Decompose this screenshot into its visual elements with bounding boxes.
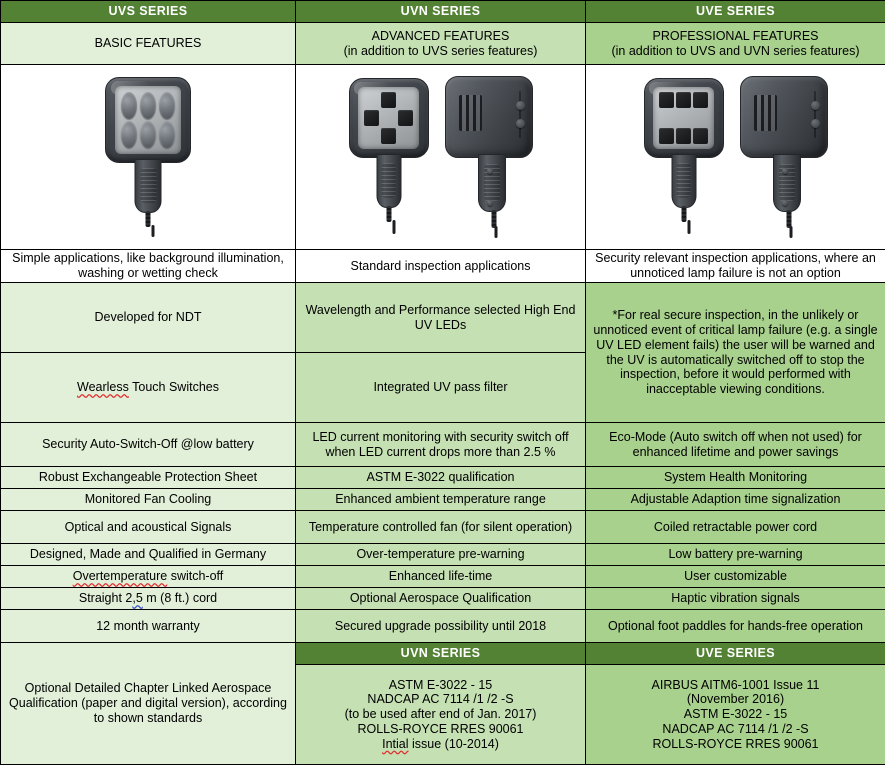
feature-uvn-2: Integrated UV pass filter: [296, 353, 586, 423]
table-subtitle-row: BASIC FEATURES ADVANCED FEATURES (in add…: [1, 23, 885, 65]
subtitle-uvs: BASIC FEATURES: [1, 23, 296, 65]
feature-row-7: Designed, Made and Qualified in Germany …: [1, 544, 885, 566]
subtitle-uvs-line1: BASIC FEATURES: [5, 36, 291, 51]
feature-uvs-8-rest: switch-off: [167, 569, 223, 583]
feature-uvs-2: Wearless Touch Switches: [1, 353, 296, 423]
product-image-cell-uvs: [1, 65, 296, 250]
subtitle-uvn: ADVANCED FEATURES (in addition to UVS se…: [296, 23, 586, 65]
feature-uvs-7: Designed, Made and Qualified in Germany: [1, 544, 296, 566]
comparison-table-sheet: UVS SERIES UVN SERIES UVE SERIES BASIC F…: [0, 0, 885, 747]
feature-uvs-3: Security Auto-Switch-Off @low battery: [1, 423, 296, 467]
feature-uvs-4: Robust Exchangeable Protection Sheet: [1, 467, 296, 489]
feature-row-3: Security Auto-Switch-Off @low battery LE…: [1, 423, 885, 467]
qualification-subheader-uve: UVE SERIES: [586, 643, 885, 665]
grammar-error-decimal: ,5: [132, 591, 142, 605]
feature-uve-8: Optional foot paddles for hands-free ope…: [586, 610, 885, 643]
product-image-row: [1, 65, 885, 250]
feature-uvn-10: Secured upgrade possibility until 2018: [296, 610, 586, 643]
feature-uve-3: Adjustable Adaption time signalization: [586, 489, 885, 511]
feature-uvn-3: LED current monitoring with security swi…: [296, 423, 586, 467]
feature-uve-5: Low battery pre-warning: [586, 544, 885, 566]
feature-uvn-8: Enhanced life-time: [296, 566, 586, 588]
qualification-uve-line-5: ROLLS-ROYCE RRES 90061: [590, 737, 881, 752]
uvs-lamp-icon: [105, 77, 191, 237]
qualification-uvn-line-3: (to be used after end of Jan. 2017): [300, 707, 581, 722]
feature-uvn-5: Enhanced ambient temperature range: [296, 489, 586, 511]
feature-uve-6: User customizable: [586, 566, 885, 588]
qualification-uve-line-3: ASTM E-3022 - 15: [590, 707, 881, 722]
feature-uvs-8: Overtemperature switch-off: [1, 566, 296, 588]
feature-row-1: Developed for NDT Wavelength and Perform…: [1, 283, 885, 353]
qualification-subheader-uvn: UVN SERIES: [296, 643, 586, 665]
qualification-uvn-line-4: ROLLS-ROYCE RRES 90061: [300, 722, 581, 737]
feature-uvs-9-pre: Straight 2: [79, 591, 133, 605]
feature-uvs-2-rest: Touch Switches: [129, 380, 219, 394]
uvn-lamp-art: [300, 66, 581, 248]
qualification-uvn-list: ASTM E-3022 - 15 NADCAP AC 7114 /1 /2 -S…: [296, 665, 586, 765]
header-uve-series: UVE SERIES: [586, 1, 885, 23]
qualification-uvn-line-5: Intial issue (10-2014): [300, 737, 581, 752]
table-header-row: UVS SERIES UVN SERIES UVE SERIES: [1, 1, 885, 23]
spell-error-wearless: Wearless: [77, 380, 129, 394]
caption-uve: Security relevant inspection application…: [586, 250, 885, 283]
product-image-cell-uvn: [296, 65, 586, 250]
qualification-uvn-line-5-rest: issue (10-2014): [409, 737, 499, 751]
feature-uvs-9-rest: m (8 ft.) cord: [143, 591, 217, 605]
feature-uvn-4: ASTM E-3022 qualification: [296, 467, 586, 489]
product-image-cell-uve: [586, 65, 885, 250]
feature-uve-2: System Health Monitoring: [586, 467, 885, 489]
feature-row-6: Optical and acoustical Signals Temperatu…: [1, 511, 885, 544]
uve-lamp-art: [590, 66, 881, 248]
qualification-uve-line-4: NADCAP AC 7114 /1 /2 -S: [590, 722, 881, 737]
caption-uvs: Simple applications, like background ill…: [1, 250, 296, 283]
feature-uvs-9: Straight 2,5 m (8 ft.) cord: [1, 588, 296, 610]
spell-error-intial: Intial: [382, 737, 408, 751]
qualification-uvn-line-2: NADCAP AC 7114 /1 /2 -S: [300, 692, 581, 707]
feature-uvn-1: Wavelength and Performance selected High…: [296, 283, 586, 353]
feature-uvs-10: 12 month warranty: [1, 610, 296, 643]
feature-uvn-6: Temperature controlled fan (for silent o…: [296, 511, 586, 544]
uvn-lamp-front-icon: [349, 78, 429, 236]
spell-error-overtemperature: Overtemperature: [73, 569, 167, 583]
feature-row-9: Straight 2,5 m (8 ft.) cord Optional Aer…: [1, 588, 885, 610]
header-uvn-series: UVN SERIES: [296, 1, 586, 23]
uvn-lamp-back-icon: [445, 76, 533, 238]
feature-row-10: 12 month warranty Secured upgrade possib…: [1, 610, 885, 643]
feature-uve-4: Coiled retractable power cord: [586, 511, 885, 544]
feature-row-8: Overtemperature switch-off Enhanced life…: [1, 566, 885, 588]
feature-uvs-6: Optical and acoustical Signals: [1, 511, 296, 544]
product-caption-row: Simple applications, like background ill…: [1, 250, 885, 283]
uve-lamp-front-icon: [644, 78, 724, 236]
feature-uvn-9: Optional Aerospace Qualification: [296, 588, 586, 610]
qualification-uvs-text: Optional Detailed Chapter Linked Aerospa…: [1, 643, 296, 765]
uve-security-note: *For real secure inspection, in the unli…: [586, 283, 885, 423]
caption-uvn: Standard inspection applications: [296, 250, 586, 283]
qualification-uve-line-2: (November 2016): [590, 692, 881, 707]
uve-lamp-back-icon: [740, 76, 828, 238]
header-uvs-series: UVS SERIES: [1, 1, 296, 23]
uvs-lamp-art: [5, 66, 291, 248]
feature-row-5: Monitored Fan Cooling Enhanced ambient t…: [1, 489, 885, 511]
subtitle-uve-line1: PROFESSIONAL FEATURES: [590, 29, 881, 44]
qualification-subheader-row: Optional Detailed Chapter Linked Aerospa…: [1, 643, 885, 665]
feature-uvs-1: Developed for NDT: [1, 283, 296, 353]
subtitle-uve-line2: (in addition to UVS and UVN series featu…: [590, 44, 881, 59]
qualification-uve-list: AIRBUS AITM6-1001 Issue 11 (November 201…: [586, 665, 885, 765]
subtitle-uvn-line2: (in addition to UVS series features): [300, 44, 581, 59]
feature-row-4: Robust Exchangeable Protection Sheet AST…: [1, 467, 885, 489]
feature-uvs-5: Monitored Fan Cooling: [1, 489, 296, 511]
qualification-uvn-line-1: ASTM E-3022 - 15: [300, 678, 581, 693]
feature-uvn-7: Over-temperature pre-warning: [296, 544, 586, 566]
feature-uve-1: Eco-Mode (Auto switch off when not used)…: [586, 423, 885, 467]
subtitle-uvn-line1: ADVANCED FEATURES: [300, 29, 581, 44]
feature-uve-7: Haptic vibration signals: [586, 588, 885, 610]
qualification-uve-line-1: AIRBUS AITM6-1001 Issue 11: [590, 678, 881, 693]
subtitle-uve: PROFESSIONAL FEATURES (in addition to UV…: [586, 23, 885, 65]
